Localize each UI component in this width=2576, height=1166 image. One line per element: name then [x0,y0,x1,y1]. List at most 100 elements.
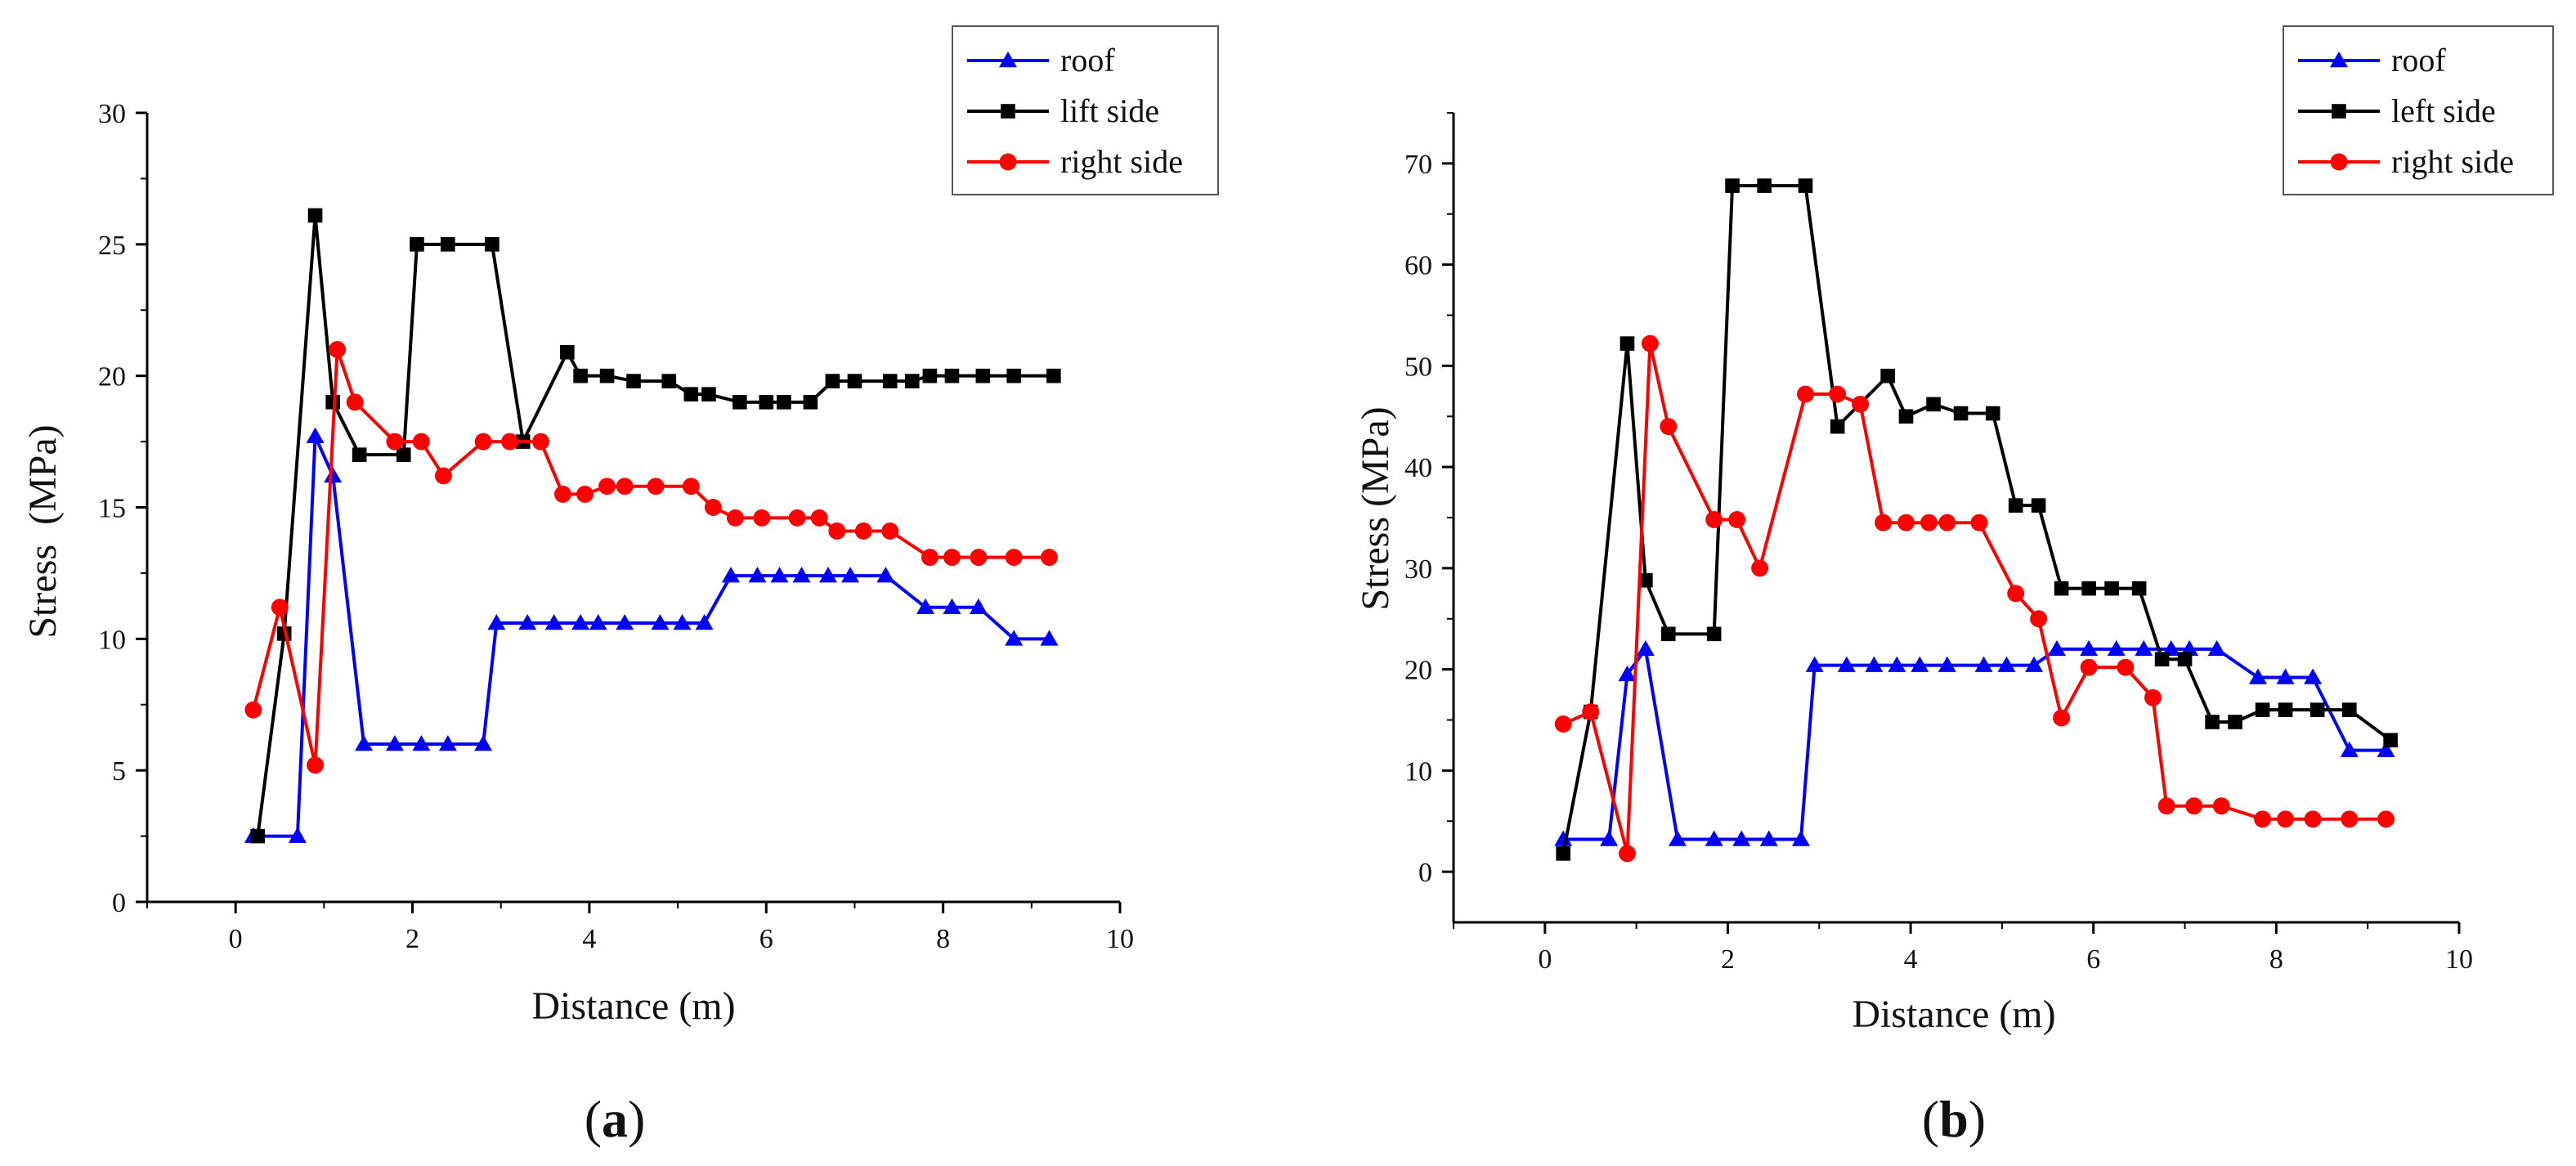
panel-b-x-tick-label: 10 [2445,944,2473,975]
panel-a-y-tick-label: 5 [112,756,126,787]
data-point [410,237,424,252]
panel-a-x-tick-label: 8 [936,924,950,954]
data-point [2207,639,2226,657]
data-point [1554,715,1572,733]
data-point [916,598,934,614]
legend-entry: right side [2298,143,2514,180]
data-point [329,341,347,358]
data-point [2249,668,2267,684]
panel-b-y-tick-label: 10 [1404,756,1432,787]
data-point [1865,656,1884,672]
data-point [770,567,789,583]
data-point [1706,626,1722,642]
data-point [2081,581,2096,596]
data-point [271,599,289,617]
data-point [1759,830,1778,846]
data-point [803,395,818,410]
data-point [1005,549,1023,567]
data-point [1005,630,1024,646]
data-point [1875,513,1892,531]
data-point [485,237,500,252]
panel-b-label-letter: b [1939,1090,1969,1148]
data-point [722,567,740,583]
legend-label: roof [2391,42,2446,78]
data-point [1852,395,1870,413]
panel-b-x-tick-label: 0 [1538,944,1552,975]
data-point [2304,810,2322,828]
panel-b-label: (b) [1922,1090,1986,1148]
data-point [1638,572,1653,588]
data-point [307,756,324,774]
data-point [726,509,744,527]
data-point [825,374,840,388]
chart-panel-b: 0 2 4 6 8 10 0 10 20 30 40 50 60 70 Stress (MPa) Dist… [1354,25,2554,1148]
data-point [1618,665,1637,682]
data-point [412,735,431,751]
data-point [904,374,920,388]
panel-a-ylabel: Stress (MPa) [21,424,65,638]
legend-entry: left side [2298,92,2496,129]
data-point [970,549,988,567]
data-point [1660,626,1676,642]
panel-b-y-tick-label: 40 [1404,453,1432,483]
data-point [753,509,771,527]
data-point [626,374,641,388]
data-point [1805,656,1824,672]
legend-marker [999,52,1017,68]
data-point [396,447,411,462]
data-point [1829,385,1847,403]
data-point [1600,830,1619,846]
data-point [244,701,262,719]
panel-a-x-tick-label: 0 [229,924,243,954]
data-point [2144,688,2162,706]
data-point [1732,830,1751,846]
data-point [386,433,404,451]
panel-a-label-letter: a [602,1090,628,1148]
data-point [1636,639,1655,657]
legend-marker [2332,104,2346,119]
panel-b-y-tick-label: 0 [1418,858,1432,888]
data-point [2080,658,2098,676]
panel-a-x-tick-label: 2 [405,924,419,954]
data-point [847,374,862,388]
data-point [412,433,430,451]
data-point [683,387,699,401]
data-point [759,395,774,410]
chart-panel-a: 0 2 4 6 8 10 0 5 10 15 20 25 30 Stress (MPa) Distanc… [21,25,1219,1148]
data-point [616,614,634,630]
panel-a-x-tick-label: 4 [582,924,596,954]
data-point [2048,639,2066,657]
legend-label: right side [1060,143,1183,180]
panel-a-legend: roof lift side right side [952,25,1219,195]
data-point [1041,549,1058,567]
data-point [1728,511,1746,528]
data-point [1920,513,1938,531]
data-point [571,614,590,630]
data-point [2377,810,2395,828]
panel-a-series-lift-side [250,208,1061,844]
data-point [975,368,991,383]
data-point [1911,656,1929,672]
panel-b-ylabel: Stress (MPa) [1354,406,1397,610]
data-point [560,344,575,360]
data-point [2054,581,2069,596]
data-point [554,485,571,503]
data-point [943,598,961,614]
data-point [1926,397,1941,412]
data-point [1619,845,1636,863]
data-point [704,499,722,516]
data-point [1953,406,1969,421]
panel-a-y-tick-label: 30 [98,99,126,129]
data-point [922,368,938,383]
panel-b-legend: roof left side right side [2283,25,2554,195]
data-point [828,522,846,540]
panel-b-xlabel: Distance (m) [1852,993,2055,1036]
data-point [2031,498,2046,513]
legend-entry: roof [967,42,1115,78]
data-point [487,614,506,630]
data-point [346,393,364,411]
data-point [2030,610,2048,628]
data-point [1830,419,1845,434]
data-point [777,395,791,410]
panel-a-y-tick-label: 25 [98,231,126,261]
